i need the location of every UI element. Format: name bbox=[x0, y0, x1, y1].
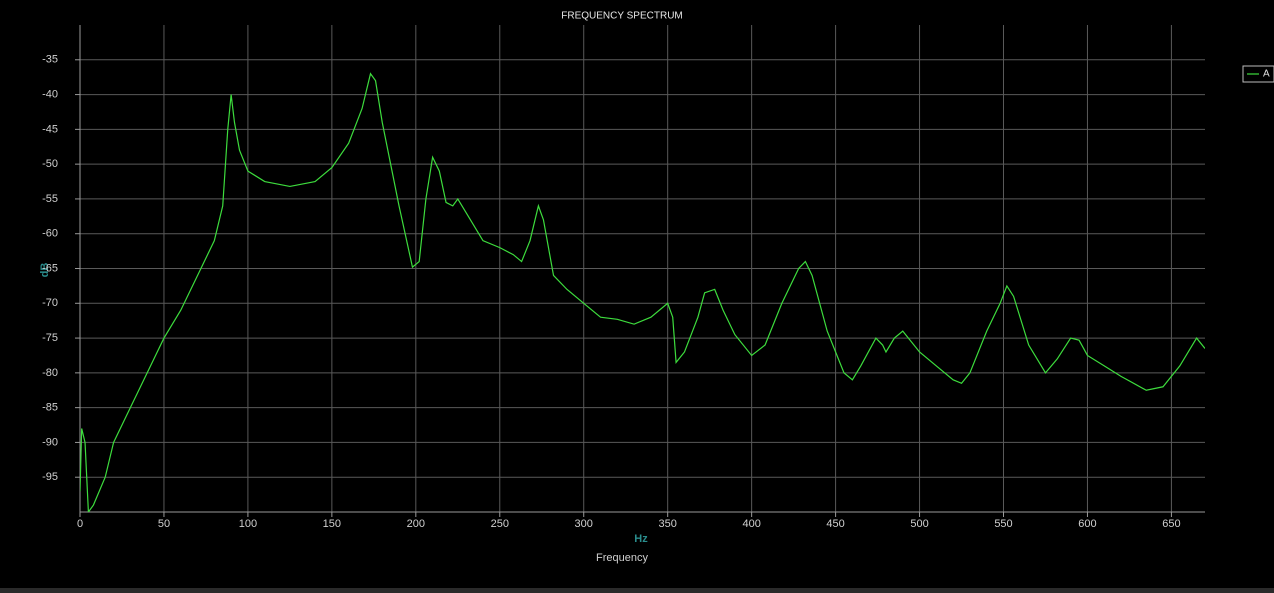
series-line bbox=[80, 72, 1205, 512]
y-tick-label: -55 bbox=[42, 193, 58, 205]
x-tick-label: 200 bbox=[407, 518, 425, 530]
y-tick-label: -75 bbox=[42, 332, 58, 344]
x-tick-label: 650 bbox=[1162, 518, 1180, 530]
y-tick-label: -60 bbox=[42, 228, 58, 240]
legend-label: A bbox=[1263, 69, 1270, 80]
x-tick-label: 0 bbox=[77, 518, 83, 530]
x-tick-label: 350 bbox=[659, 518, 677, 530]
y-tick-label: -65 bbox=[42, 262, 58, 274]
x-axis-unit: Hz bbox=[634, 533, 648, 545]
y-tick-label: -70 bbox=[42, 297, 58, 309]
x-tick-label: 450 bbox=[826, 518, 844, 530]
x-tick-label: 150 bbox=[323, 518, 341, 530]
y-tick-label: -85 bbox=[42, 402, 58, 414]
y-tick-label: -90 bbox=[42, 436, 58, 448]
x-tick-label: 500 bbox=[910, 518, 928, 530]
x-tick-label: 600 bbox=[1078, 518, 1096, 530]
x-tick-label: 100 bbox=[239, 518, 257, 530]
x-tick-label: 50 bbox=[158, 518, 170, 530]
chart-title: FREQUENCY SPECTRUM bbox=[561, 11, 683, 22]
x-tick-label: 250 bbox=[491, 518, 509, 530]
y-tick-label: -95 bbox=[42, 471, 58, 483]
y-axis-label: dB bbox=[39, 263, 51, 278]
x-axis-label: Frequency bbox=[596, 552, 648, 564]
y-tick-label: -40 bbox=[42, 88, 58, 100]
bottom-strip bbox=[0, 588, 1274, 593]
y-tick-label: -80 bbox=[42, 367, 58, 379]
x-tick-label: 550 bbox=[994, 518, 1012, 530]
y-tick-label: -45 bbox=[42, 123, 58, 135]
y-tick-label: -35 bbox=[42, 54, 58, 66]
y-tick-label: -50 bbox=[42, 158, 58, 170]
x-tick-label: 400 bbox=[742, 518, 760, 530]
x-tick-label: 300 bbox=[575, 518, 593, 530]
